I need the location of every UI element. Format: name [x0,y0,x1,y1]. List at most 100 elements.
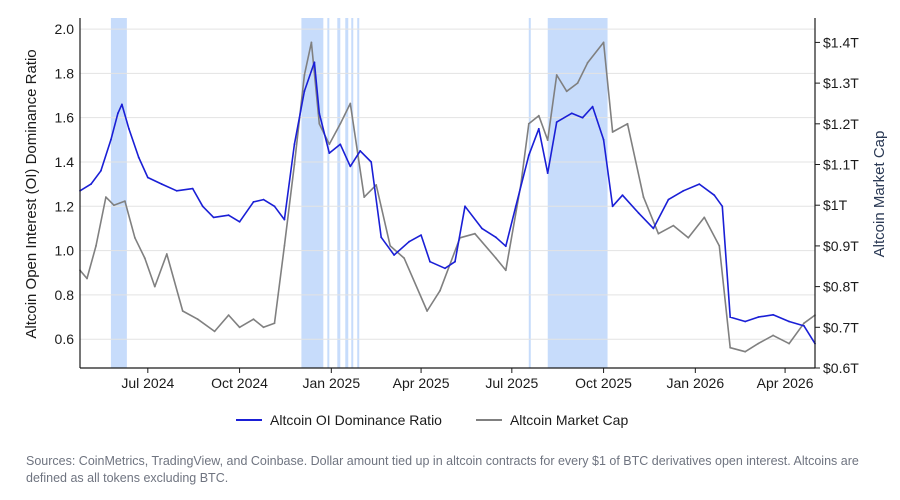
y-tick-right-6: $1.2T [823,116,859,132]
y-tick-left-3: 1.2 [55,198,75,214]
point-dominance-26 [349,165,352,168]
point-dominance-11 [191,187,194,190]
y-tick-right-3: $0.9T [823,238,859,254]
y-tick-right-8: $1.4T [823,34,859,50]
point-dominance-13 [212,216,215,219]
point-dominance-55 [698,183,701,186]
shaded-period-6 [357,18,360,368]
line-dominance-ratio [79,61,816,345]
point-market-cap-56 [772,334,774,337]
point-dominance-16 [252,201,255,203]
point-dominance-19 [283,218,286,221]
point-market-cap-34 [495,257,497,259]
point-market-cap-15 [252,318,255,321]
point-dominance-40 [514,205,517,208]
point-market-cap-35 [504,269,507,272]
point-dominance-1 [90,183,92,186]
point-dominance-53 [667,198,670,201]
x-tick-3: Apr 2025 [393,375,450,391]
point-market-cap-47 [642,196,645,199]
point-market-cap-33 [474,232,476,235]
legend-swatch-market-cap [475,419,502,421]
dominance-vs-market-cap-chart: 0.6 0.8 1.0 1.2 1.4 1.6 1.8 2.0 $0.6T $0.7T $0.8T $… [23,18,888,391]
series-lines [79,41,816,353]
point-dominance-58 [729,316,732,318]
shaded-period-3 [337,18,341,368]
point-dominance-20 [293,143,296,146]
point-market-cap-3 [105,196,107,199]
point-market-cap-14 [238,326,241,329]
y-tick-right-1: $0.7T [823,319,859,335]
point-market-cap-11 [196,318,199,321]
shaded-periods [110,18,608,368]
point-dominance-42 [537,127,540,130]
point-dominance-57 [721,205,724,208]
point-dominance-59 [744,320,747,323]
point-market-cap-41 [565,90,568,93]
point-market-cap-10 [181,310,184,312]
point-market-cap-42 [576,82,579,84]
point-dominance-35 [454,260,456,263]
point-market-cap-57 [788,342,790,345]
point-dominance-45 [570,112,573,115]
point-market-cap-50 [687,236,690,239]
legend: Altcoin OI Dominance Ratio Altcoin Marke… [236,412,628,428]
point-dominance-10 [175,189,178,192]
point-dominance-8 [146,176,149,179]
point-dominance-7 [137,156,140,159]
y-tick-right-0: $0.6T [823,360,859,376]
x-tick-6: Jan 2026 [667,375,725,391]
point-dominance-25 [339,143,342,146]
legend-item-market-cap: Altcoin Market Cap [475,412,628,428]
point-dominance-12 [201,205,204,208]
point-dominance-46 [581,116,584,119]
y-tick-left-1: 0.8 [55,287,75,303]
point-market-cap-8 [153,285,156,288]
y-tick-right-4: $1T [823,197,848,213]
y-tick-left-7: 2.0 [55,21,75,37]
point-market-cap-53 [729,346,732,349]
point-dominance-14 [227,214,230,217]
point-dominance-54 [682,189,685,192]
point-dominance-39 [504,245,507,248]
point-dominance-9 [160,183,163,186]
point-dominance-34 [444,267,446,270]
point-market-cap-26 [363,196,366,199]
point-market-cap-25 [349,102,352,105]
x-tick-4: Jul 2025 [485,375,538,391]
point-market-cap-9 [165,253,168,255]
point-market-cap-39 [546,139,549,142]
point-dominance-5 [121,103,123,106]
x-tick-1: Oct 2024 [211,375,268,391]
point-market-cap-5 [124,200,126,203]
gridlines [80,28,815,340]
point-market-cap-20 [303,74,306,76]
point-dominance-38 [495,236,497,239]
point-dominance-44 [555,121,558,123]
point-dominance-21 [303,90,306,92]
point-market-cap-4 [113,204,115,207]
point-market-cap-55 [757,342,760,345]
x-tick-5: Oct 2025 [575,375,632,391]
point-market-cap-28 [389,245,392,247]
x-tick-2: Jan 2025 [303,375,361,391]
y-axis-title-left: Altcoin Open Interest (OI) Dominance Rat… [23,49,40,338]
point-dominance-3 [110,138,112,141]
point-market-cap-38 [537,114,540,117]
point-dominance-52 [652,227,655,230]
point-dominance-2 [100,169,102,172]
point-market-cap-31 [439,289,441,292]
point-dominance-62 [788,320,790,323]
point-market-cap-2 [95,245,97,247]
point-market-cap-19 [293,163,296,166]
point-dominance-56 [713,194,716,197]
y-tick-left-5: 1.6 [55,110,75,126]
point-dominance-43 [546,172,549,175]
y-tick-left-0: 0.6 [55,331,75,347]
point-dominance-17 [262,198,265,201]
point-market-cap-12 [213,330,216,333]
point-dominance-22 [313,61,316,64]
point-dominance-29 [380,236,383,239]
point-market-cap-58 [803,322,805,325]
point-market-cap-48 [657,232,660,235]
